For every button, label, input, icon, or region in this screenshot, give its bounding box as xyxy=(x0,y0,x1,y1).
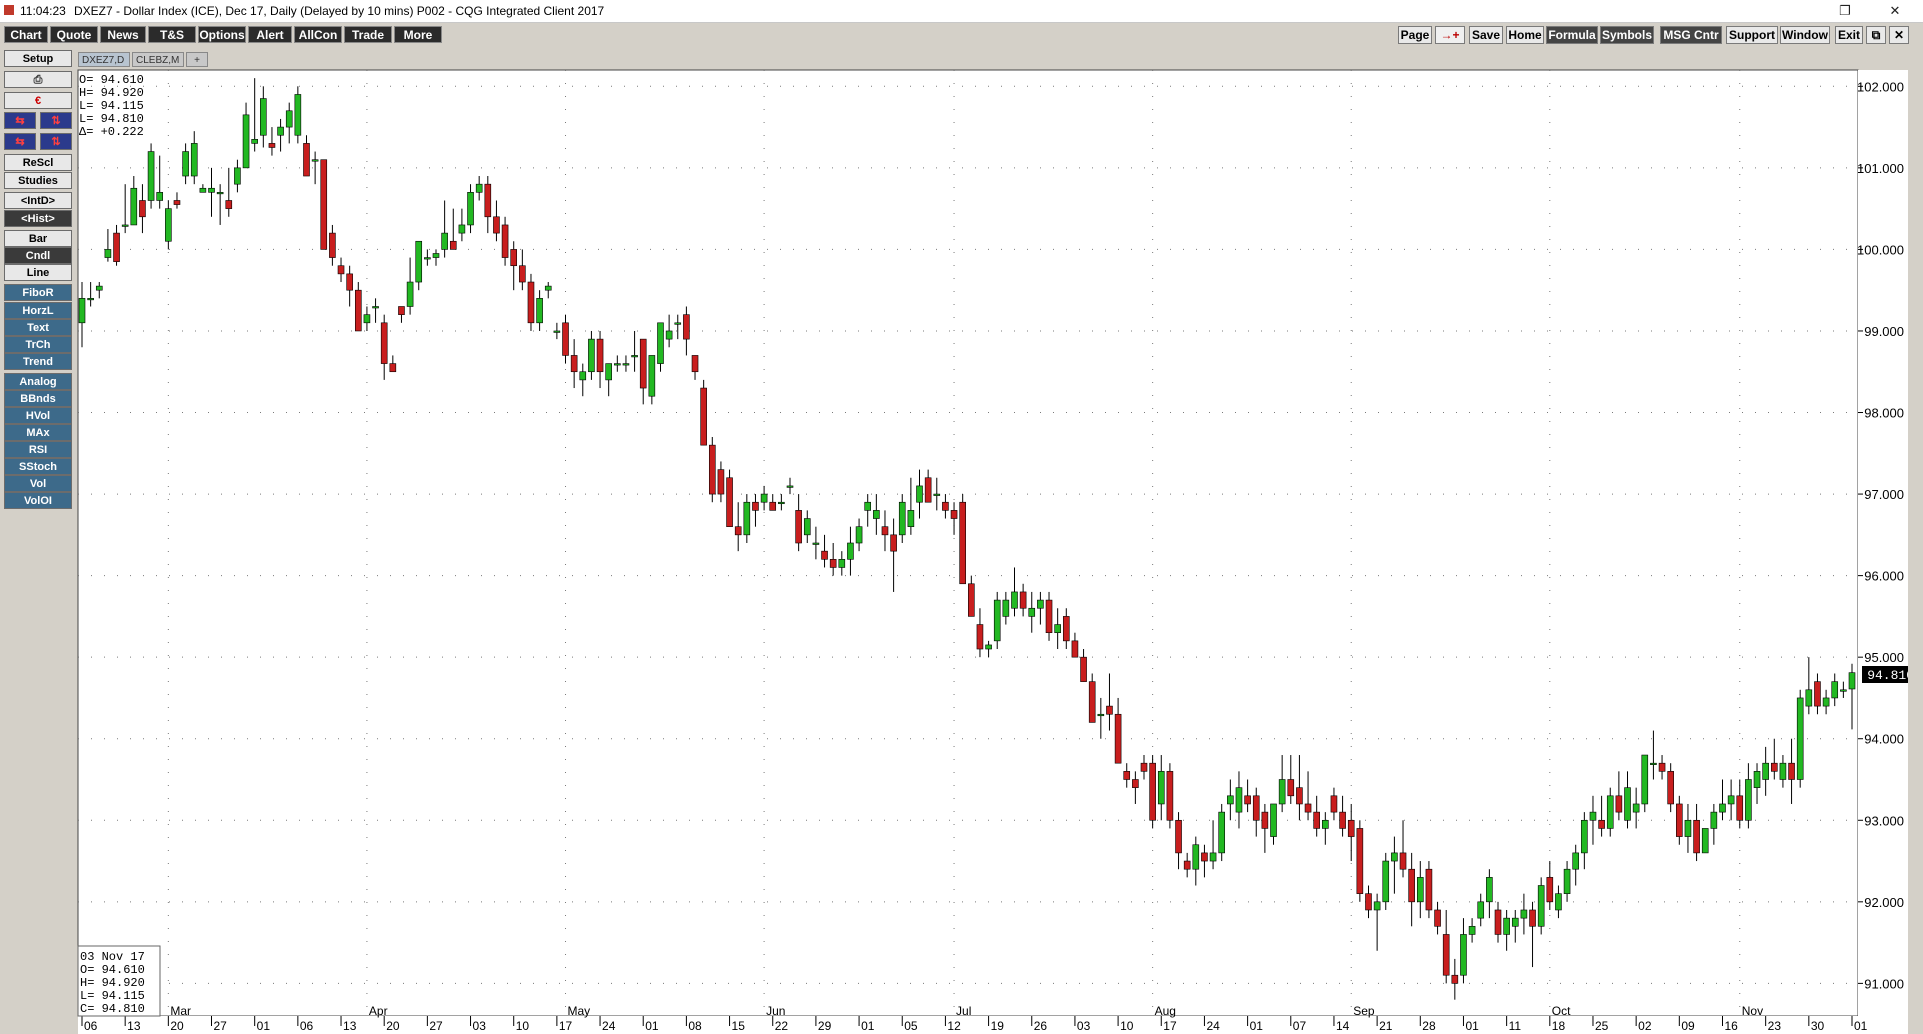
slow-stochastic-button[interactable]: SStoch xyxy=(4,458,72,475)
page-button[interactable]: Page xyxy=(1398,26,1432,44)
date-axis[interactable] xyxy=(78,1016,1908,1034)
scroll-left-icon[interactable]: ⇆ xyxy=(4,112,36,129)
volume-open-interest-button[interactable]: VolOI xyxy=(4,492,72,509)
plot-area[interactable] xyxy=(77,69,1859,1017)
tab-clebz[interactable]: CLEBZ,M xyxy=(132,52,184,67)
bar-chart-button[interactable]: Bar xyxy=(4,230,72,247)
formula-button[interactable]: Formula xyxy=(1546,26,1598,44)
support-button[interactable]: Support xyxy=(1726,26,1778,44)
export-icon[interactable]: € xyxy=(4,92,72,109)
title-bar: 11:04:23 DXEZ7 - Dollar Index (ICE), Dec… xyxy=(0,0,1923,23)
home-button[interactable]: Home xyxy=(1506,26,1544,44)
restore-window-icon[interactable]: ❐ xyxy=(1839,3,1851,18)
scroll-up-icon[interactable]: ⇅ xyxy=(40,112,72,129)
volume-button[interactable]: Vol xyxy=(4,475,72,492)
trend-line-button[interactable]: Trend xyxy=(4,353,72,370)
menu-quote[interactable]: Quote xyxy=(50,26,98,43)
print-icon[interactable]: ⎙ xyxy=(4,71,72,88)
text-tool-button[interactable]: Text xyxy=(4,319,72,336)
rsi-button[interactable]: RSI xyxy=(4,441,72,458)
window-button[interactable]: Window xyxy=(1780,26,1830,44)
detach-icon[interactable]: ⧉ xyxy=(1866,26,1886,44)
msg-center-button[interactable]: MSG Cntr xyxy=(1660,26,1722,44)
toolbar-sidebar: Setup ⎙ € ⇆ ⇅ ⇆ ⇅ ReScl Studies <IntD> <… xyxy=(0,48,76,1034)
fibonacci-retracement-button[interactable]: FiboR xyxy=(4,284,72,301)
candle-chart-button[interactable]: Cndl xyxy=(4,247,72,264)
horizontal-line-button[interactable]: HorzL xyxy=(4,302,72,319)
menu-options[interactable]: Options xyxy=(198,26,246,43)
symbols-button[interactable]: Symbols xyxy=(1600,26,1654,44)
window-title: DXEZ7 - Dollar Index (ICE), Dec 17, Dail… xyxy=(74,4,605,18)
cqg-app-icon[interactable] xyxy=(4,5,14,15)
intraday-button[interactable]: <IntD> xyxy=(4,192,72,209)
bollinger-bands-button[interactable]: BBnds xyxy=(4,390,72,407)
menu-time-and-sales[interactable]: T&S xyxy=(148,26,196,43)
zoom-horizontal-icon[interactable]: ⇆ xyxy=(4,133,36,150)
zoom-vertical-icon[interactable]: ⇅ xyxy=(40,133,72,150)
save-button[interactable]: Save xyxy=(1469,26,1503,44)
add-tab-button[interactable]: + xyxy=(186,52,208,67)
studies-button[interactable]: Studies xyxy=(4,172,72,189)
moving-average-button[interactable]: MAx xyxy=(4,424,72,441)
vertical-scrollbar[interactable] xyxy=(1908,70,1923,1034)
analog-study-button[interactable]: Analog xyxy=(4,373,72,390)
price-axis[interactable] xyxy=(1858,70,1908,1016)
menu-alert[interactable]: Alert xyxy=(248,26,292,43)
tab-dxez7[interactable]: DXEZ7,D xyxy=(78,52,130,67)
menu-bar: Chart Quote News T&S Options Alert AllCo… xyxy=(0,23,1923,47)
menu-news[interactable]: News xyxy=(100,26,146,43)
close-window-icon[interactable]: ✕ xyxy=(1889,3,1901,18)
exit-button[interactable]: Exit xyxy=(1835,26,1863,44)
menu-allcon[interactable]: AllCon xyxy=(294,26,342,43)
setup-button[interactable]: Setup xyxy=(4,50,72,67)
clock: 11:04:23 xyxy=(20,4,66,18)
rescale-button[interactable]: ReScl xyxy=(4,154,72,171)
historical-volatility-button[interactable]: HVol xyxy=(4,407,72,424)
close-icon[interactable]: ✕ xyxy=(1889,26,1909,44)
history-button[interactable]: <Hist> xyxy=(4,210,72,227)
add-page-button[interactable]: →+ xyxy=(1435,26,1465,44)
menu-trade[interactable]: Trade xyxy=(344,26,392,43)
trend-channel-button[interactable]: TrCh xyxy=(4,336,72,353)
menu-chart[interactable]: Chart xyxy=(4,26,48,43)
menu-more[interactable]: More xyxy=(394,26,442,43)
line-chart-button[interactable]: Line xyxy=(4,264,72,281)
